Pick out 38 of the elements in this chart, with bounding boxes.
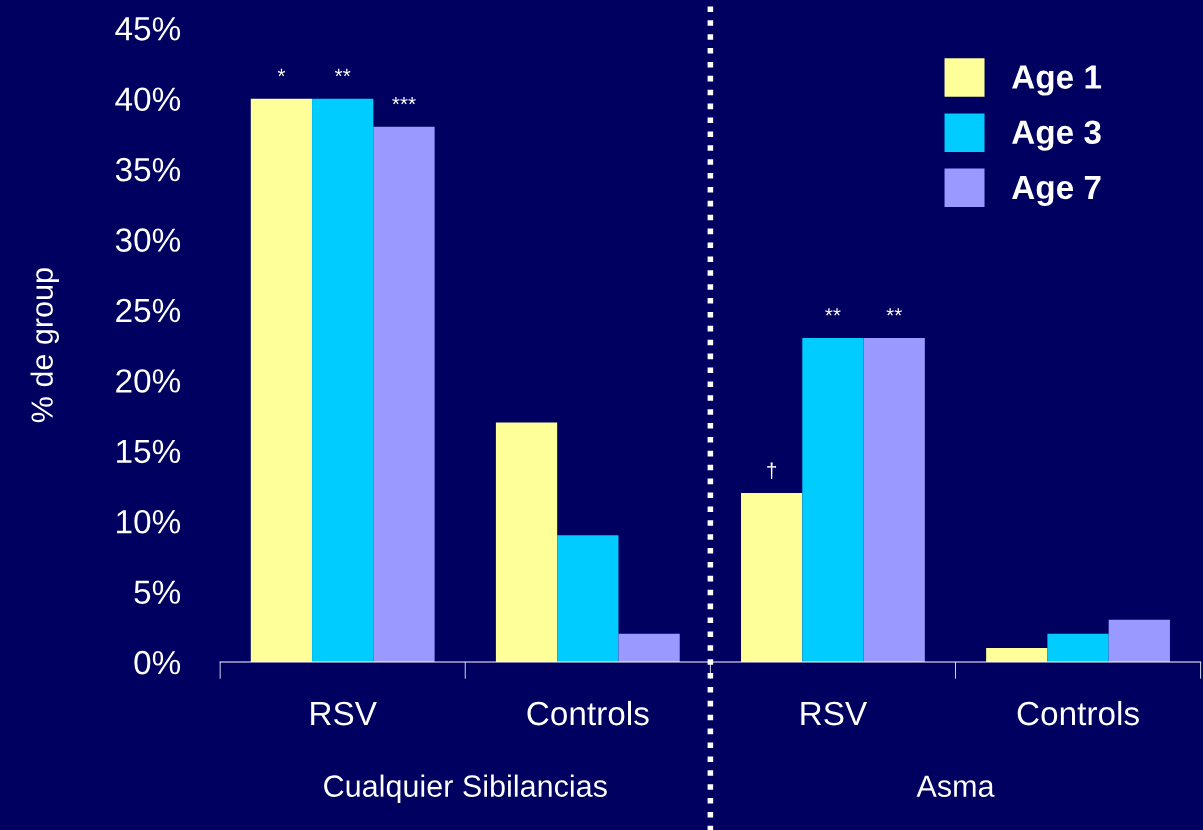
text: Cualquier Sibilancias [324,774,607,804]
bar [250,98,313,663]
bar [618,633,680,663]
bar [802,338,864,663]
data-label: ** [334,68,351,77]
data-label: † [767,462,777,479]
bar [312,98,374,663]
y-tick-label: 25% [116,298,181,323]
data-label: *** [392,97,416,105]
bar [1108,619,1170,663]
x-tick-label: RSV [311,701,377,726]
legend-label: Age 3 [1012,120,1101,151]
bar [373,126,435,663]
y-axis-title: % de group [30,268,59,423]
data-label: ** [886,308,902,316]
bar [495,422,558,663]
bar [863,338,925,663]
y-tick-label: 30% [115,228,181,252]
y-tick-label: 35% [115,157,181,182]
data-label: ** [825,308,841,316]
y-tick-label: 45% [115,17,181,41]
data-label: * [277,68,286,77]
text: Asma [916,775,995,797]
legend-label: Age 7 [1012,175,1101,206]
y-tick-label: 15% [117,439,181,464]
x-tick-label: Controls [1017,700,1139,726]
x-tick-label: Controls [527,700,649,726]
y-tick-label: 5% [134,580,181,604]
y-tick-label: 0% [134,650,181,675]
y-tick-label: 20% [116,369,181,393]
bar [557,535,619,663]
x-tick-label: RSV [801,701,868,726]
bar [741,493,803,663]
legend-label: Age 1 [1012,65,1102,96]
y-tick-label: 10% [117,509,181,534]
y-tick-label: 40% [115,87,181,112]
bar [986,647,1048,663]
bar [1047,633,1109,663]
